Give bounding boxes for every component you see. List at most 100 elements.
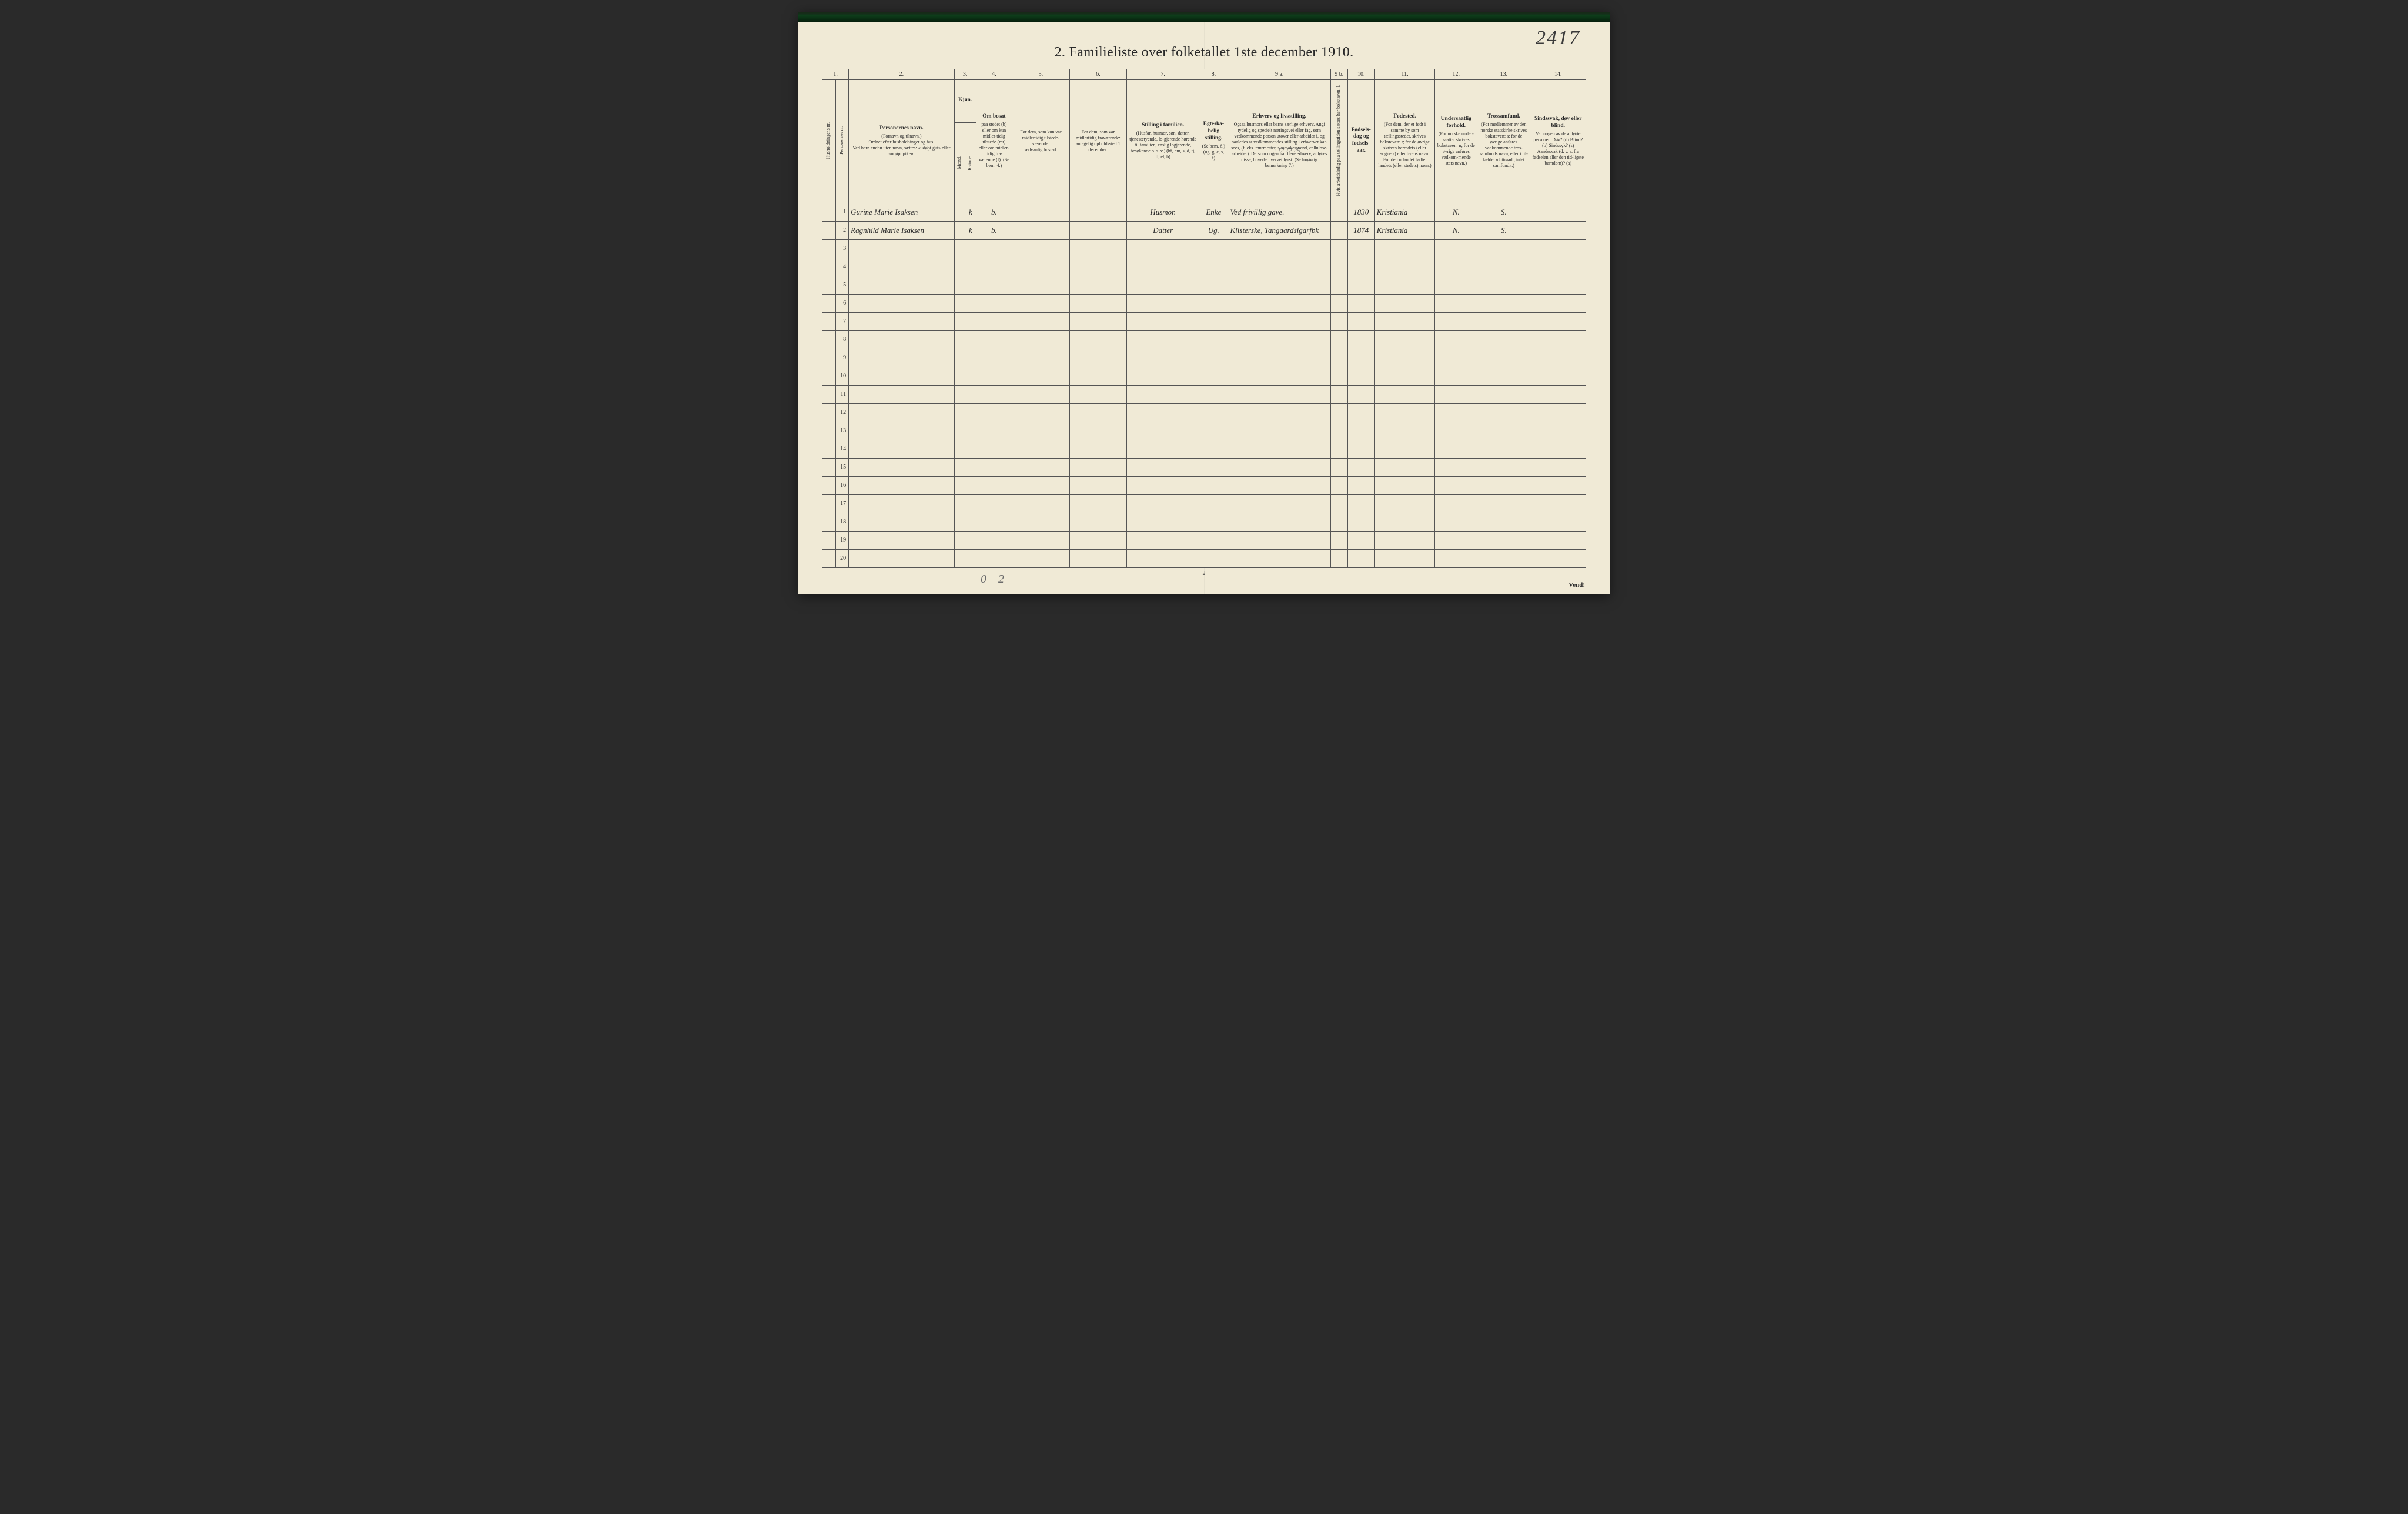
cell-citizenship: N. xyxy=(1435,221,1477,239)
cell-empty xyxy=(1374,422,1435,440)
cell-empty xyxy=(1228,276,1330,294)
colnum-11: 11. xyxy=(1374,69,1435,80)
cell-empty xyxy=(1330,367,1347,385)
cell-empty xyxy=(1530,276,1586,294)
cell-empty xyxy=(954,330,965,349)
hdr-birthdate: Fødsels-dag og fødsels-aar. xyxy=(1347,80,1374,203)
cell-occupation: Ved frivillig gave. xyxy=(1228,203,1330,221)
cell-empty xyxy=(849,239,955,258)
cell-empty xyxy=(1435,239,1477,258)
cell-household-no xyxy=(822,312,836,330)
cell-empty xyxy=(1012,476,1069,494)
hdr-person-no: Personernes nr. xyxy=(835,80,849,203)
cell-empty xyxy=(1069,422,1126,440)
cell-empty xyxy=(1347,440,1374,458)
cell-empty xyxy=(1477,458,1530,476)
cell-household-no xyxy=(822,403,836,422)
table-row: 18 xyxy=(822,513,1586,531)
cell-empty xyxy=(849,440,955,458)
cell-empty xyxy=(1069,458,1126,476)
cell-empty xyxy=(1374,531,1435,549)
cell-person-no: 20 xyxy=(835,549,849,567)
cell-empty xyxy=(1199,513,1228,531)
cell-empty xyxy=(976,440,1012,458)
cell-empty xyxy=(954,385,965,403)
cell-empty xyxy=(1199,403,1228,422)
cell-empty xyxy=(1228,476,1330,494)
page-content: 2417 2. Familieliste over folketallet 1s… xyxy=(798,22,1610,594)
table-row: 10 xyxy=(822,367,1586,385)
cell-temp-present xyxy=(1012,203,1069,221)
cell-empty xyxy=(1330,312,1347,330)
cell-empty xyxy=(954,422,965,440)
cell-sex-k: k xyxy=(965,221,976,239)
cell-birthplace: Kristiania xyxy=(1374,203,1435,221)
cell-empty xyxy=(1199,476,1228,494)
cell-empty xyxy=(1374,239,1435,258)
table-row: 17 xyxy=(822,494,1586,513)
cell-empty xyxy=(849,513,955,531)
hdr-birthplace: Fødested. (For dem, der er født i samme … xyxy=(1374,80,1435,203)
cell-empty xyxy=(954,349,965,367)
cell-empty xyxy=(954,458,965,476)
cell-person-no: 8 xyxy=(835,330,849,349)
cell-person-no: 15 xyxy=(835,458,849,476)
cell-empty xyxy=(954,476,965,494)
cell-person-no: 19 xyxy=(835,531,849,549)
census-table: 1. 2. 3. 4. 5. 6. 7. 8. 9 a. 9 b. 10. 11… xyxy=(822,69,1586,568)
cell-empty xyxy=(976,531,1012,549)
cell-empty xyxy=(1228,494,1330,513)
colnum-13: 13. xyxy=(1477,69,1530,80)
cell-empty xyxy=(965,440,976,458)
cell-empty xyxy=(1069,258,1126,276)
cell-empty xyxy=(1330,476,1347,494)
cell-empty xyxy=(976,476,1012,494)
cell-empty xyxy=(965,403,976,422)
cell-empty xyxy=(1435,403,1477,422)
cell-empty xyxy=(965,239,976,258)
cell-empty xyxy=(849,549,955,567)
cell-empty xyxy=(965,367,976,385)
cell-empty xyxy=(954,294,965,312)
cell-empty xyxy=(976,312,1012,330)
cell-empty xyxy=(1012,367,1069,385)
cell-empty xyxy=(1530,440,1586,458)
cell-empty xyxy=(1127,458,1199,476)
cell-empty xyxy=(1012,513,1069,531)
cell-empty xyxy=(1069,513,1126,531)
cell-empty xyxy=(1374,294,1435,312)
cell-person-no: 14 xyxy=(835,440,849,458)
cell-residence: b. xyxy=(976,203,1012,221)
cell-empty xyxy=(1330,494,1347,513)
cell-empty xyxy=(1069,531,1126,549)
cell-empty xyxy=(1347,385,1374,403)
cell-occupation: Klisterske, Tangaardsigarfbk xyxy=(1228,221,1330,239)
cell-empty xyxy=(1477,403,1530,422)
cell-empty xyxy=(849,312,955,330)
colnum-3: 3. xyxy=(954,69,976,80)
hdr-temp-absent: For dem, som var midlertidig fraværende:… xyxy=(1069,80,1126,203)
cell-empty xyxy=(1477,422,1530,440)
colnum-5: 5. xyxy=(1012,69,1069,80)
cell-household-no xyxy=(822,385,836,403)
cell-empty xyxy=(954,258,965,276)
header-row: Husholdningens nr. Personernes nr. Perso… xyxy=(822,80,1586,123)
cell-empty xyxy=(1330,422,1347,440)
cell-empty xyxy=(1330,385,1347,403)
cell-empty xyxy=(1228,349,1330,367)
cell-household-no xyxy=(822,440,836,458)
cell-temp-absent xyxy=(1069,203,1126,221)
cell-empty xyxy=(1435,312,1477,330)
cell-empty xyxy=(1330,440,1347,458)
cell-empty xyxy=(965,549,976,567)
colnum-9b: 9 b. xyxy=(1330,69,1347,80)
cell-empty xyxy=(1530,494,1586,513)
table-row: 4 xyxy=(822,258,1586,276)
hdr-family-position: Stilling i familien. (Husfar, husmor, sø… xyxy=(1127,80,1199,203)
cell-empty xyxy=(1127,403,1199,422)
cell-empty xyxy=(1069,276,1126,294)
cell-empty xyxy=(1374,440,1435,458)
cell-empty xyxy=(1330,330,1347,349)
cell-person-no: 10 xyxy=(835,367,849,385)
cell-empty xyxy=(1374,513,1435,531)
